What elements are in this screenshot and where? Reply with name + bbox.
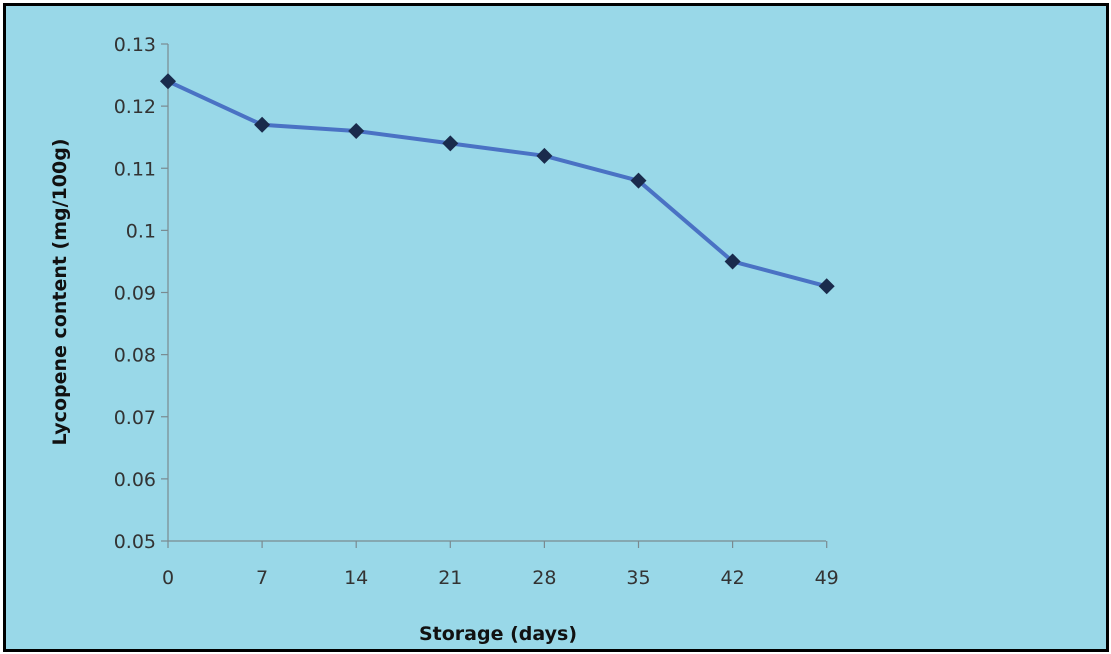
data-point-marker — [536, 147, 553, 164]
y-axis-title: Lycopene content (mg/100g) — [49, 138, 71, 445]
data-point-marker — [630, 172, 647, 189]
y-tick-label: 0.12 — [114, 96, 156, 118]
x-tick-label: 7 — [256, 567, 268, 589]
x-axis-title: Storage (days) — [419, 623, 577, 645]
y-tick-label: 0.09 — [114, 283, 156, 305]
y-tick-label: 0.08 — [114, 345, 156, 367]
axes: 0.05 0.06 0.07 0.08 0.09 0.1 0.11 0.12 0.13 0 7 14 2… — [114, 34, 839, 589]
x-tick-label: 0 — [162, 567, 174, 589]
x-tick-label: 14 — [344, 567, 368, 589]
data-point-marker — [442, 135, 459, 152]
series-line — [167, 79, 828, 289]
series-area — [160, 73, 835, 295]
y-tick-label: 0.11 — [114, 158, 156, 180]
data-point-marker — [348, 122, 365, 139]
data-point-marker — [818, 278, 835, 295]
x-tick-label: 21 — [438, 567, 462, 589]
x-tick-label: 49 — [815, 567, 839, 589]
data-point-marker — [254, 116, 271, 133]
x-tick-label: 28 — [532, 567, 556, 589]
data-point-marker — [160, 73, 176, 90]
data-point-marker — [724, 253, 741, 270]
y-tick-label: 0.1 — [126, 220, 156, 242]
x-tick-label: 42 — [721, 567, 745, 589]
line-chart: 0.05 0.06 0.07 0.08 0.09 0.1 0.11 0.12 0.13 0 7 14 2… — [49, 34, 839, 645]
y-tick-label: 0.13 — [114, 34, 156, 56]
x-tick-label: 35 — [626, 567, 650, 589]
y-tick-label: 0.06 — [114, 469, 156, 491]
y-tick-label: 0.07 — [114, 407, 156, 429]
y-tick-label: 0.05 — [114, 531, 156, 553]
chart-frame: 0.05 0.06 0.07 0.08 0.09 0.1 0.11 0.12 0.13 0 7 14 2… — [3, 3, 1109, 652]
